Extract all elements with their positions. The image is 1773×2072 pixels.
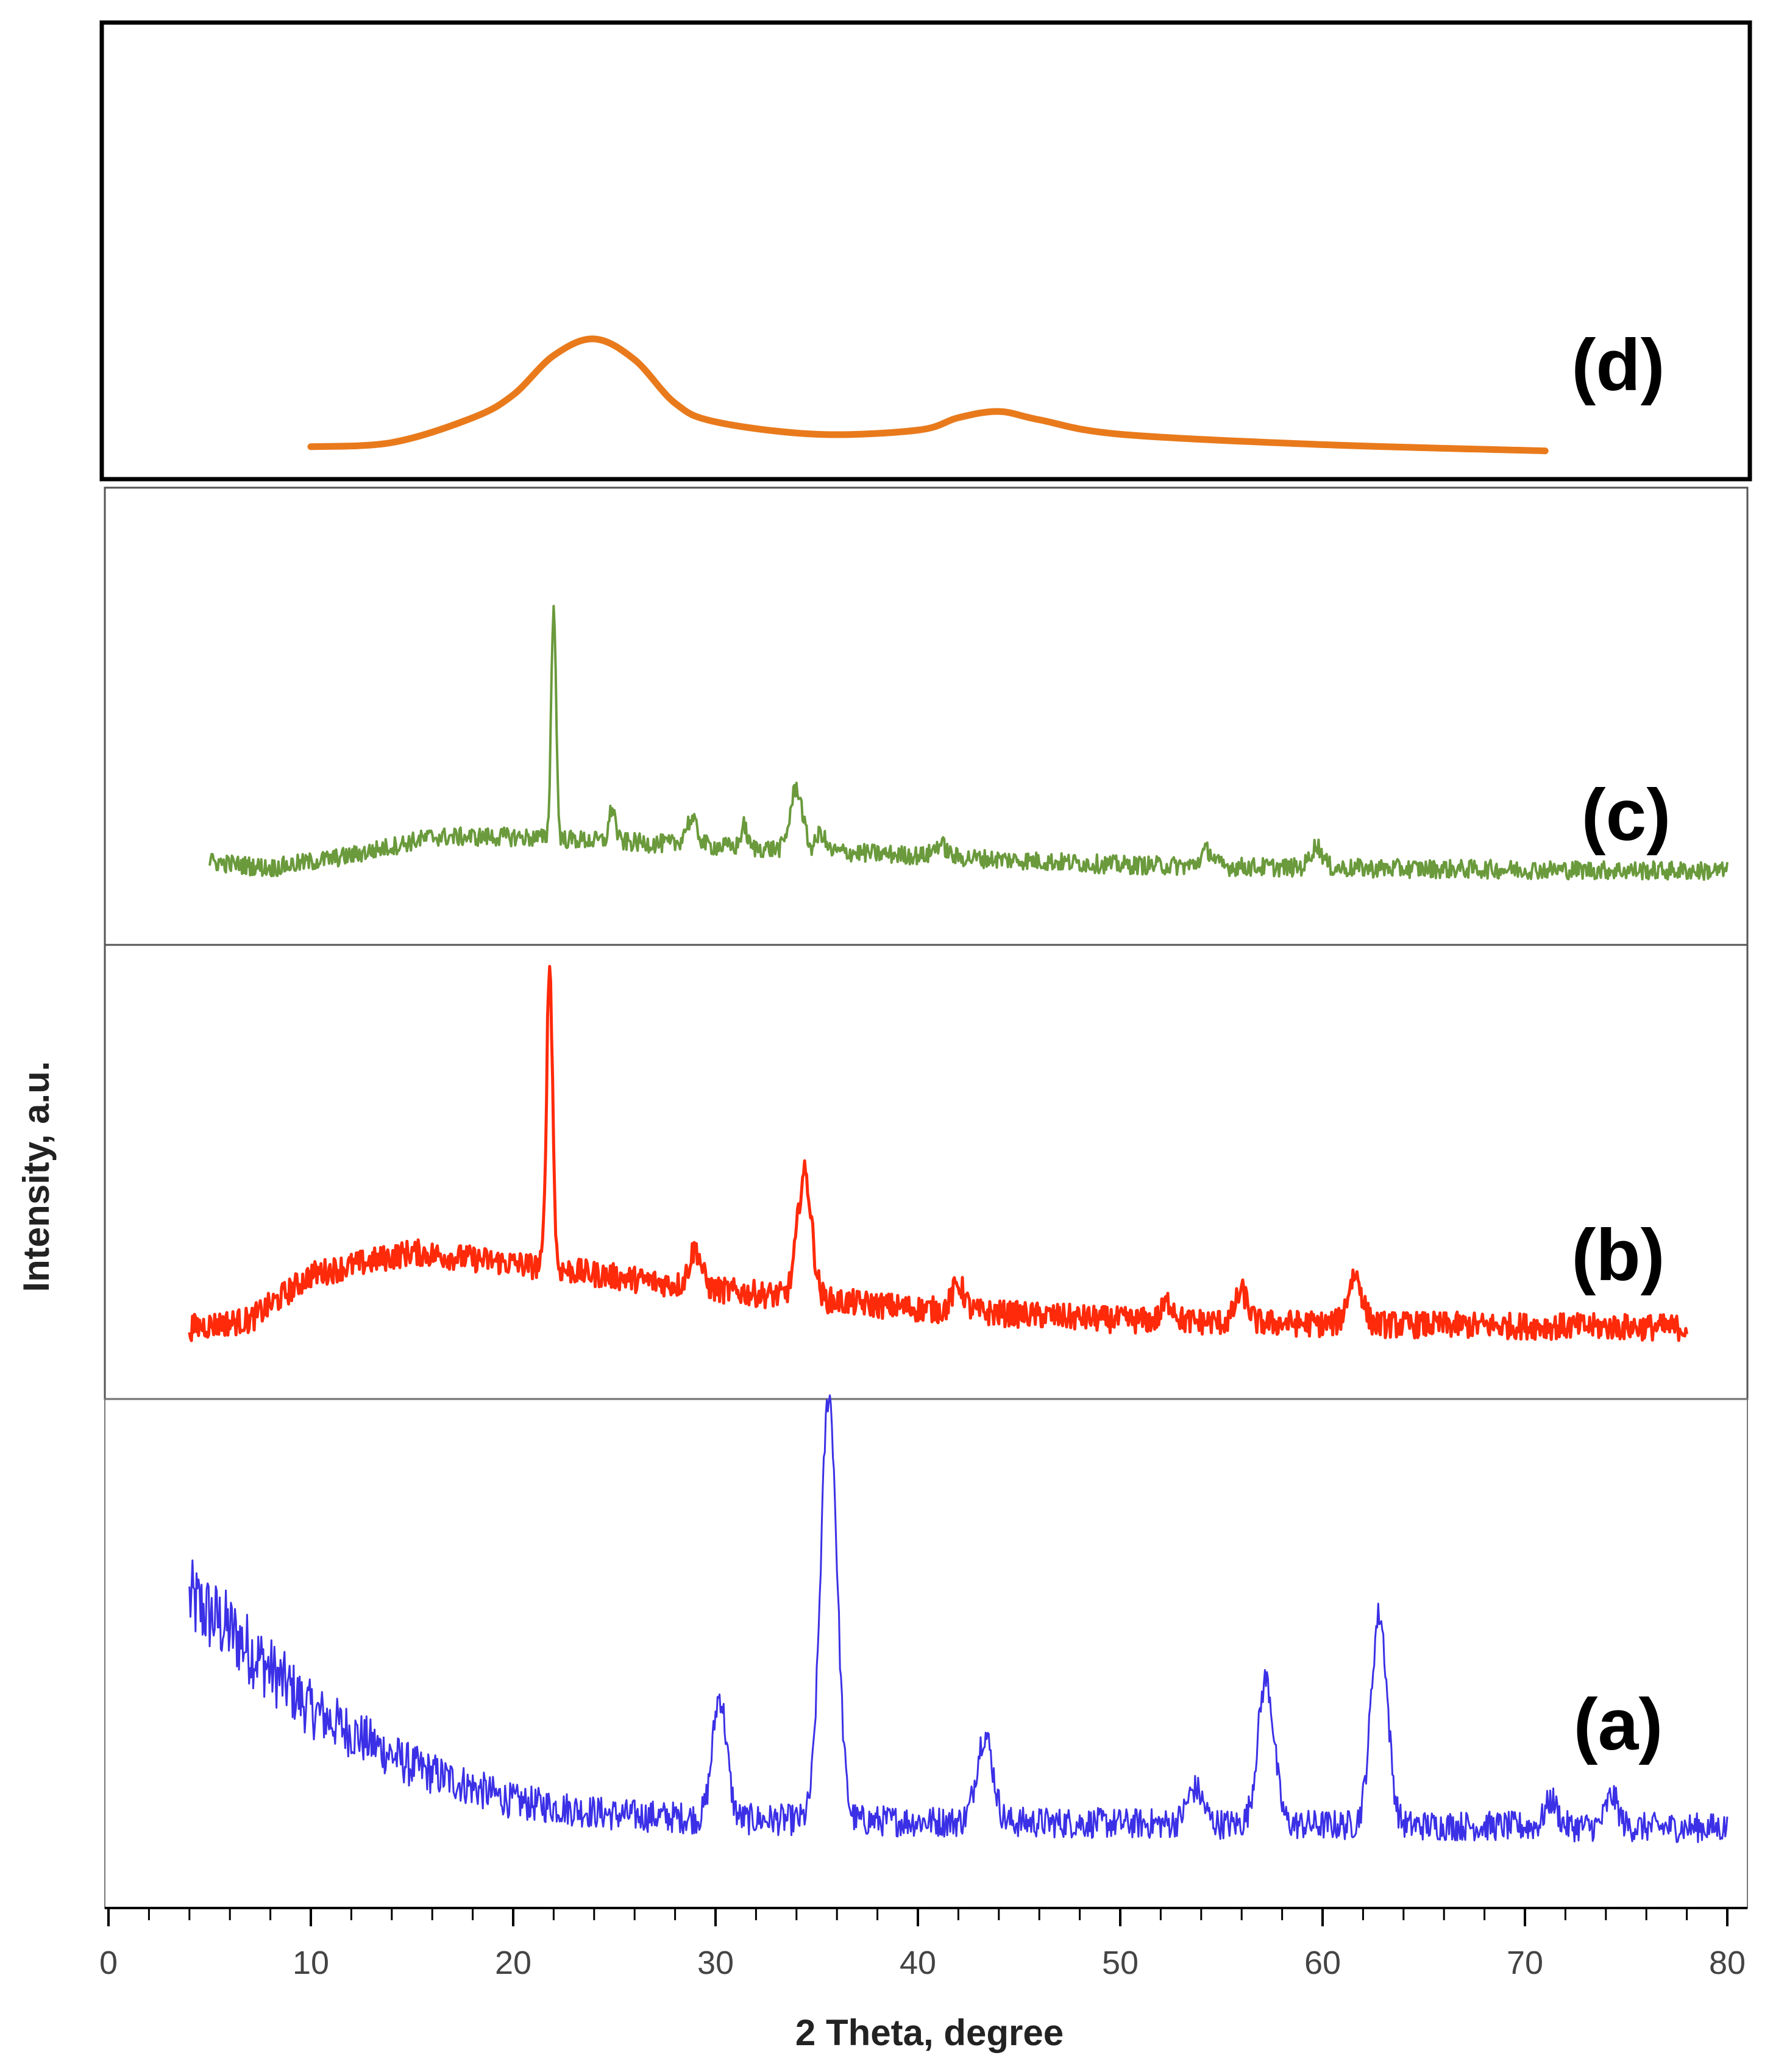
- x-tick-label: 10: [293, 1945, 329, 1981]
- series-c-trace: [208, 605, 1729, 881]
- panel-d-frame: [99, 20, 1752, 482]
- panel-label-a: (a): [1574, 1684, 1663, 1765]
- x-tick-label: 80: [1709, 1945, 1746, 1981]
- x-tick-label: 40: [900, 1945, 936, 1981]
- x-tick-label: 20: [495, 1945, 531, 1981]
- panel-label-b: (b): [1571, 1214, 1665, 1296]
- panel-label-d: (d): [1571, 324, 1665, 406]
- x-axis-tick-labels: 0 10 20 30 40 50 60 70 80: [99, 1945, 1746, 1981]
- x-axis-ticks: [107, 1908, 1729, 1926]
- panel-label-c: (c): [1582, 774, 1671, 856]
- x-tick-label: 50: [1102, 1945, 1139, 1981]
- x-tick-label: 0: [99, 1945, 118, 1981]
- x-tick-label: 30: [697, 1945, 734, 1981]
- x-axis-title: 2 Theta, degree: [795, 2012, 1064, 2053]
- series-d-trace: [307, 335, 1549, 455]
- y-axis-title: Intensity, a.u.: [16, 1061, 57, 1292]
- x-tick-label: 70: [1507, 1945, 1543, 1981]
- series-b-trace: [188, 964, 1689, 1342]
- series-a-trace: [188, 1394, 1729, 1843]
- x-tick-label: 60: [1304, 1945, 1341, 1981]
